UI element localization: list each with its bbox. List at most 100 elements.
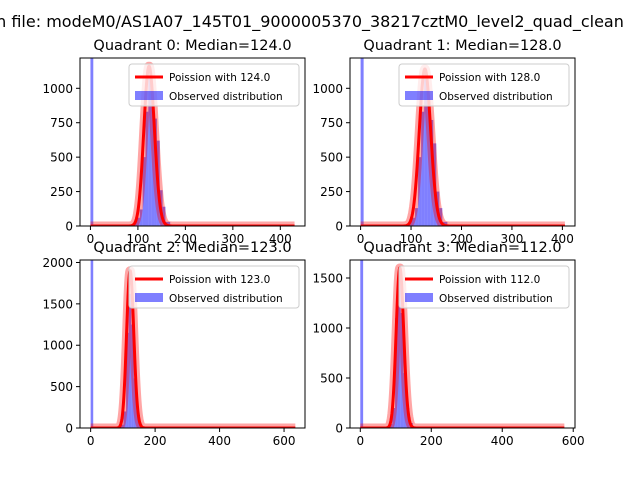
histogram-bar — [145, 111, 149, 226]
histogram-bar — [148, 75, 152, 226]
histogram-bar — [90, 58, 94, 226]
x-tick-label: 400 — [491, 434, 514, 448]
subplot-quadrant-3: 0 200 400 600 0 500 1000 1500 Poission with 112.… — [312, 240, 584, 448]
x-tick-label: 300 — [221, 232, 244, 246]
histogram-bar — [395, 318, 398, 428]
legend-frame — [398, 63, 570, 107]
x-tick-label: 400 — [208, 434, 231, 448]
histogram-bar — [151, 95, 155, 226]
plot-area — [86, 58, 299, 226]
y-tick-label: 1500 — [312, 272, 343, 286]
y-tick-label: 0 — [65, 422, 73, 436]
x-tick-label: 200 — [144, 434, 167, 448]
histogram-bar — [139, 209, 143, 226]
histogram-bar — [90, 260, 94, 428]
legend-frame — [398, 265, 570, 309]
legend-label-observed: Observed distribution — [439, 91, 553, 103]
subplot-grid: 0 100 200 300 400 0 250 500 750 1000 Poission with… — [42, 38, 584, 448]
histogram-bar — [123, 411, 127, 428]
x-tick-label: 300 — [500, 232, 523, 246]
x-tick-label: 0 — [87, 434, 95, 448]
legend-label-poisson: Poission with 124.0 — [169, 72, 270, 84]
axes-frame — [79, 57, 306, 227]
histogram-bar — [410, 217, 416, 226]
histogram-bar — [397, 278, 401, 428]
legend-bar-swatch — [135, 91, 163, 100]
axes-frame — [79, 259, 306, 429]
x-tick-label: 400 — [269, 232, 292, 246]
histogram-bar — [128, 293, 132, 428]
x-tick-label: 600 — [562, 434, 585, 448]
histogram-bar — [430, 119, 434, 226]
y-tick-label: 2000 — [42, 256, 73, 270]
y-tick-label: 1000 — [312, 322, 343, 336]
legend-bar-swatch — [135, 293, 163, 302]
histogram-bar — [418, 157, 422, 226]
legend-bar-swatch — [405, 91, 433, 100]
histogram-bar — [392, 408, 396, 428]
y-tick-label: 750 — [50, 116, 73, 130]
plot-area — [356, 58, 569, 226]
histogram-bar — [360, 58, 364, 226]
axes-frame — [349, 259, 576, 429]
histogram-bar — [126, 332, 129, 428]
legend-label-poisson: Poission with 112.0 — [439, 274, 540, 286]
subplot-title: Quadrant 1: Median=128.0 — [363, 38, 561, 54]
y-tick-label: 1000 — [312, 82, 343, 96]
subplot-quadrant-2: 0 200 400 600 0 500 1000 1500 2000 Poission with … — [42, 240, 306, 448]
histogram-bar — [133, 378, 137, 428]
histogram-bar — [135, 217, 140, 226]
subplot-title: Quadrant 2: Median=123.0 — [93, 240, 291, 256]
y-tick-label: 500 — [50, 151, 73, 165]
histogram-bar — [162, 206, 166, 226]
y-tick-label: 0 — [65, 220, 73, 234]
histogram-bar — [427, 95, 431, 226]
histogram-bar — [403, 373, 407, 428]
axes-frame — [349, 57, 576, 227]
y-tick-label: 500 — [50, 380, 73, 394]
histogram-bar — [400, 313, 404, 428]
histogram-bar — [424, 77, 428, 226]
y-tick-label: 1000 — [42, 339, 73, 353]
legend: Poission with 112.0 Observed distribution — [398, 265, 570, 309]
plot-area — [356, 260, 569, 428]
figure-suptitle: n file: modeM0/AS1A07_145T01_9000005370_… — [0, 12, 624, 32]
x-tick-label: 200 — [174, 232, 197, 246]
y-tick-label: 500 — [320, 372, 343, 386]
subplot-quadrant-1: 0 100 200 300 400 0 250 500 750 1000 Poission with… — [312, 38, 576, 246]
y-tick-label: 250 — [50, 185, 73, 199]
subplot-quadrant-0: 0 100 200 300 400 0 250 500 750 1000 Poission with… — [42, 38, 306, 246]
histogram-bar — [439, 208, 443, 226]
x-tick-label: 0 — [87, 232, 95, 246]
legend-label-observed: Observed distribution — [169, 293, 283, 305]
y-tick-label: 0 — [335, 220, 343, 234]
legend-frame — [128, 63, 300, 107]
legend-bar-swatch — [405, 293, 433, 302]
legend-label-poisson: Poission with 123.0 — [169, 274, 270, 286]
y-tick-label: 1500 — [42, 297, 73, 311]
legend: Poission with 124.0 Observed distribution — [128, 63, 300, 107]
x-tick-label: 0 — [356, 434, 364, 448]
y-tick-label: 250 — [320, 185, 343, 199]
histogram-bar — [131, 324, 134, 428]
x-tick-label: 600 — [273, 434, 296, 448]
y-tick-label: 500 — [320, 151, 343, 165]
legend-label-observed: Observed distribution — [169, 91, 283, 103]
x-tick-label: 100 — [126, 232, 149, 246]
x-tick-label: 0 — [357, 232, 365, 246]
y-tick-label: 0 — [335, 422, 343, 436]
histogram-bar — [154, 118, 157, 226]
histogram-bar — [360, 260, 364, 428]
subplot-title: Quadrant 3: Median=112.0 — [363, 240, 561, 256]
poisson-line — [89, 269, 297, 428]
legend: Poission with 128.0 Observed distribution — [398, 63, 570, 107]
plot-area — [86, 260, 300, 428]
legend-frame — [128, 265, 300, 309]
histogram-bar — [415, 208, 419, 226]
histogram-bar — [142, 157, 146, 226]
x-tick-label: 200 — [420, 434, 443, 448]
x-tick-label: 200 — [450, 232, 473, 246]
histogram-bar — [421, 111, 425, 226]
y-tick-label: 1000 — [42, 82, 73, 96]
